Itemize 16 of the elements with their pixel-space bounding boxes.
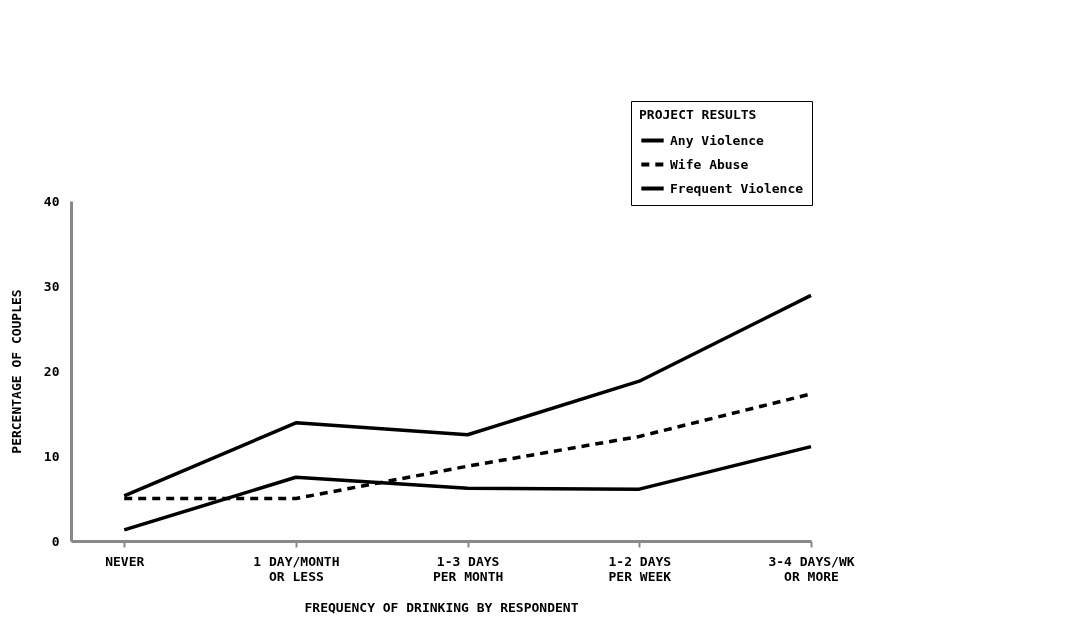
x-axis-title: FREQUENCY OF DRINKING BY RESPONDENT	[304, 599, 579, 615]
legend-title: PROJECT RESULTS	[639, 107, 757, 122]
x-tick-label: 3-4 DAYS/WK OR MORE	[768, 553, 855, 584]
x-tick-label: 1-2 DAYS PER WEEK	[608, 553, 672, 584]
x-tick-label: NEVER	[105, 553, 145, 569]
y-tick-label: 10	[43, 448, 60, 464]
x-tick-label: 1 DAY/MONTH OR LESS	[253, 553, 340, 584]
y-tick-label: 40	[43, 193, 60, 209]
y-tick-label: 30	[43, 278, 60, 294]
legend-label: Any Violence	[670, 132, 765, 148]
legend-label: Frequent Violence	[670, 180, 804, 196]
x-tick-label: 1-3 DAYS PER MONTH	[432, 553, 504, 584]
y-axis-title: PERCENTAGE OF COUPLES	[8, 289, 24, 454]
y-tick-label: 0	[51, 533, 60, 549]
legend-label: Wife Abuse	[670, 156, 749, 172]
y-tick-label: 20	[43, 363, 60, 379]
